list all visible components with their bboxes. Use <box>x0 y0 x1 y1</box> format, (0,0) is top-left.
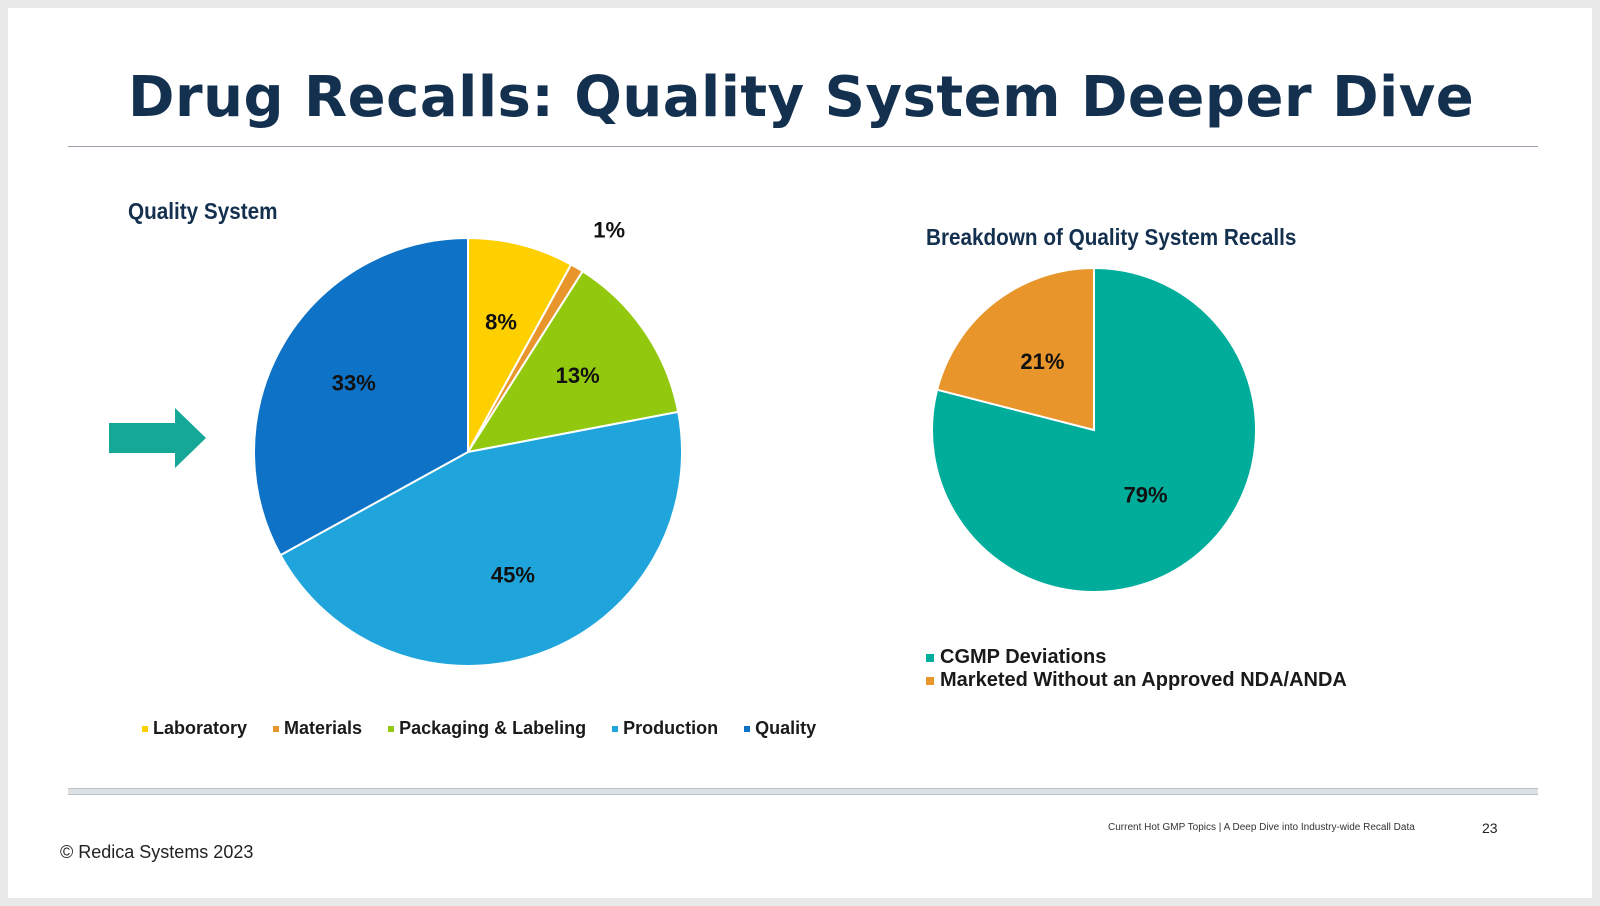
slide-title: Drug Recalls: Quality System Deeper Dive <box>128 65 1475 130</box>
legend-swatch <box>926 676 934 685</box>
footer-divider <box>68 788 1538 795</box>
data-label-production: 45% <box>491 563 535 588</box>
copyright-notice: © Redica Systems 2023 <box>60 842 254 862</box>
title-divider <box>68 146 1538 147</box>
legend-label: Laboratory <box>153 718 248 738</box>
legend-swatch <box>273 725 280 732</box>
legend-item-marketed-without-an-approved-nda-anda: Marketed Without an Approved NDA/ANDA <box>926 669 1347 692</box>
footer-text: Current Hot GMP Topics | A Deep Dive int… <box>1108 822 1415 833</box>
legend-item-materials: Materials <box>273 718 362 739</box>
data-label-packaging-labeling: 13% <box>556 363 600 388</box>
pie-slice-laboratory <box>467 236 573 453</box>
legend-item-packaging-labeling: Packaging & Labeling <box>388 718 586 739</box>
legend-item-cgmp-deviations: CGMP Deviations <box>926 646 1347 669</box>
legend-swatch <box>388 725 395 732</box>
quality-system-pie-chart: 8% 1% 13% 45% 33% <box>109 218 683 668</box>
right-chart-title: Breakdown of Quality System Recalls <box>926 224 1297 250</box>
legend-swatch <box>926 653 934 662</box>
left-chart-title: Quality System <box>128 198 278 224</box>
right-chart-legend: CGMP Deviations Marketed Without an Appro… <box>926 646 1347 692</box>
legend-label: Materials <box>284 718 363 738</box>
legend-swatch <box>142 725 148 732</box>
legend-swatch <box>744 725 751 732</box>
pie-slice-quality <box>252 236 469 557</box>
legend-label: CGMP Deviations <box>940 646 1107 668</box>
legend-label: Production <box>623 718 719 738</box>
data-label-laboratory: 8% <box>485 309 517 334</box>
slide: Drug Recalls: Quality System Deeper Dive… <box>8 8 1592 898</box>
legend-item-laboratory: Laboratory <box>142 718 247 739</box>
data-label-quality: 33% <box>332 370 376 395</box>
pie-slice-production <box>279 410 683 668</box>
legend-swatch <box>612 725 619 732</box>
legend-label: Quality <box>755 718 817 738</box>
legend-label: Packaging & Labeling <box>399 718 587 738</box>
right-arrow-icon <box>109 408 206 468</box>
data-label-materials: 1% <box>593 218 625 243</box>
legend-item-production: Production <box>612 718 718 739</box>
legend-item-quality: Quality <box>744 718 816 739</box>
pie-slice-packaging-labeling <box>465 269 680 454</box>
legend-label: Marketed Without an Approved NDA/ANDA <box>940 669 1347 691</box>
left-chart-legend: Laboratory Materials Packaging & Labeling P… <box>142 718 842 739</box>
page-number: 23 <box>1482 820 1498 836</box>
